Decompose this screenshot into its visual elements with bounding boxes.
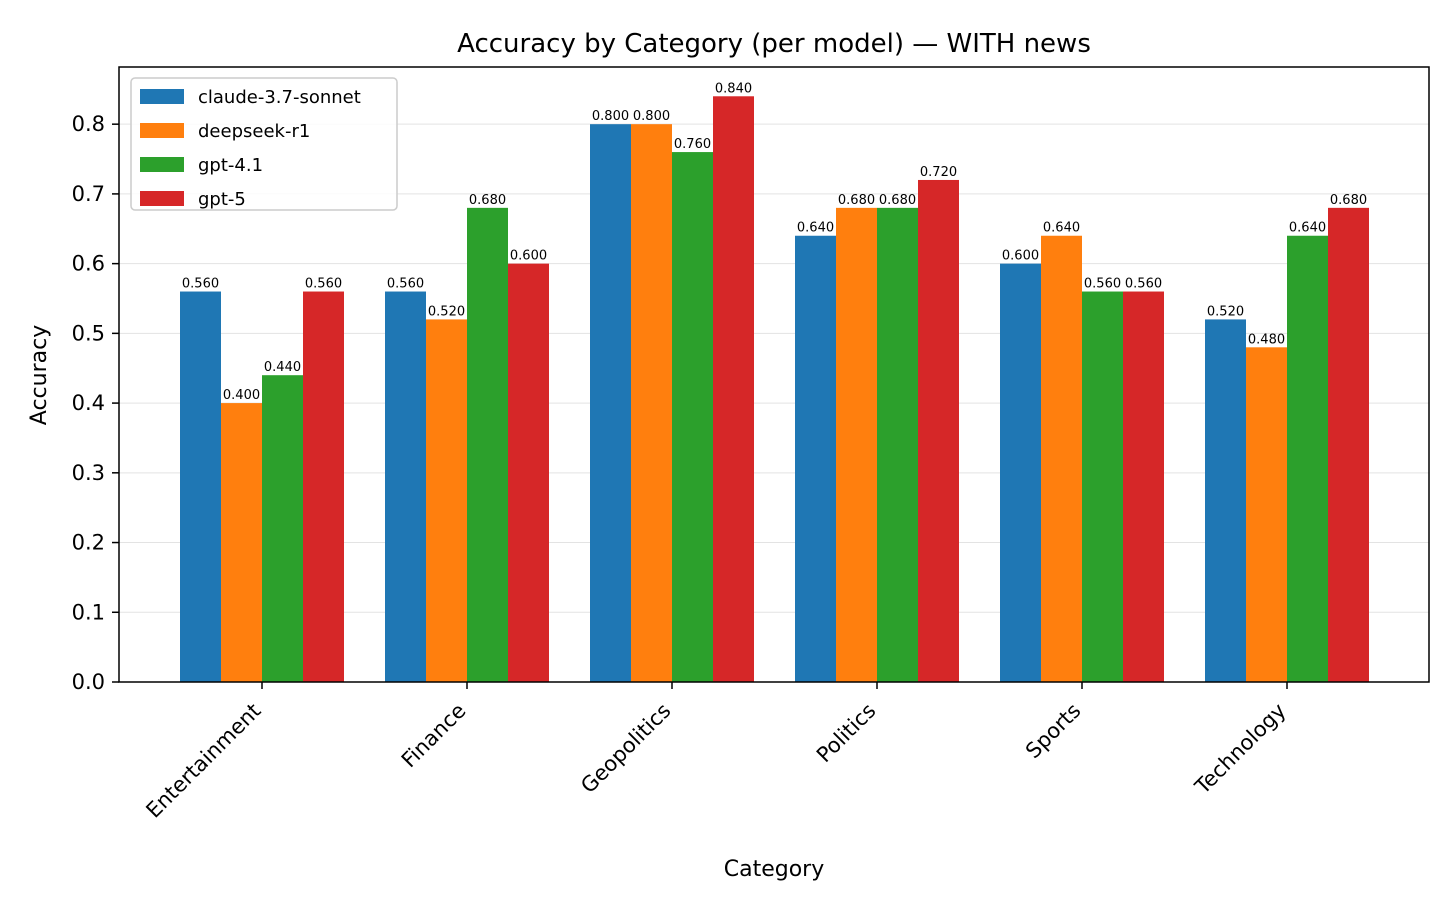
legend: claude-3.7-sonnet deepseek-r1 gpt-4.1 gpt-5 (130, 77, 398, 211)
bar (631, 124, 672, 682)
y-tick-label: 0.7 (72, 182, 105, 206)
x-axis-label: Category (724, 857, 825, 882)
bar-value-labels: 0.560 0.400 0.440 0.560 0.560 0.520 0.680 0.600… (182, 81, 1367, 403)
bars (180, 96, 1369, 683)
bar (836, 207, 877, 682)
bar (1000, 263, 1041, 682)
bar-value-label: 0.400 (223, 388, 260, 403)
bar-value-label: 0.560 (1125, 277, 1162, 292)
legend-swatch (140, 157, 184, 172)
bar-value-label: 0.600 (510, 249, 547, 264)
bar (1287, 235, 1328, 682)
bar (1041, 235, 1082, 682)
plot-frame (118, 66, 1430, 683)
y-tick-label: 0.4 (72, 391, 105, 415)
bar-value-label: 0.640 (797, 221, 834, 236)
bar-value-label: 0.800 (592, 109, 629, 124)
y-axis-ticks: 0.0 0.1 0.2 0.3 0.4 0.5 0.6 0.7 0.8 (72, 112, 119, 694)
y-axis-label: Accuracy (27, 325, 52, 425)
y-tick-label: 0.3 (72, 461, 105, 485)
bar (262, 375, 303, 682)
legend-swatch (140, 89, 184, 104)
legend-swatch (140, 123, 184, 138)
bar-value-label: 0.640 (1289, 221, 1326, 236)
bar-value-label: 0.760 (674, 137, 711, 152)
bar (221, 403, 262, 682)
y-tick-label: 0.2 (72, 531, 105, 555)
legend-label: claude-3.7-sonnet (198, 87, 361, 108)
chart-title: Accuracy by Category (per model) — WITH … (457, 29, 1091, 59)
bar (795, 235, 836, 682)
bar (918, 179, 959, 683)
bar-value-label: 0.640 (1043, 221, 1080, 236)
bar-value-label: 0.680 (1330, 193, 1367, 208)
bar (426, 319, 467, 682)
bar (508, 263, 549, 682)
legend-label: gpt-4.1 (198, 155, 263, 176)
legend-swatch (140, 191, 184, 206)
bar (467, 207, 508, 682)
legend-box (130, 77, 398, 211)
bar-value-label: 0.680 (879, 193, 916, 208)
bar-value-label: 0.560 (387, 277, 424, 292)
y-tick-label: 0.1 (72, 600, 105, 624)
bar-value-label: 0.680 (469, 193, 506, 208)
bar-value-label: 0.600 (1002, 249, 1039, 264)
y-tick-label: 0.5 (72, 321, 105, 345)
legend-label: deepseek-r1 (198, 121, 310, 142)
bar (1205, 319, 1246, 682)
bar (303, 291, 344, 682)
y-tick-label: 0.0 (72, 670, 105, 694)
bar (672, 152, 713, 683)
bar-value-label: 0.480 (1248, 332, 1285, 347)
bar (1123, 291, 1164, 682)
bar (385, 291, 426, 682)
bar-value-label: 0.520 (1207, 304, 1244, 319)
bar-value-label: 0.800 (633, 109, 670, 124)
bar-value-label: 0.680 (838, 193, 875, 208)
bar-value-label: 0.720 (920, 165, 957, 180)
bar (590, 124, 631, 682)
bar (713, 96, 754, 683)
bar-value-label: 0.440 (264, 360, 301, 375)
bar (1246, 347, 1287, 682)
bar (1328, 207, 1369, 682)
y-tick-label: 0.6 (72, 252, 105, 276)
bar (877, 207, 918, 682)
bar-value-label: 0.840 (715, 81, 752, 96)
bar (180, 291, 221, 682)
bar-value-label: 0.520 (428, 304, 465, 319)
legend-label: gpt-5 (198, 189, 246, 210)
bar-value-label: 0.560 (1084, 277, 1121, 292)
bar-value-label: 0.560 (305, 277, 342, 292)
bar (1082, 291, 1123, 682)
y-tick-label: 0.8 (72, 112, 105, 136)
bar-value-label: 0.560 (182, 277, 219, 292)
